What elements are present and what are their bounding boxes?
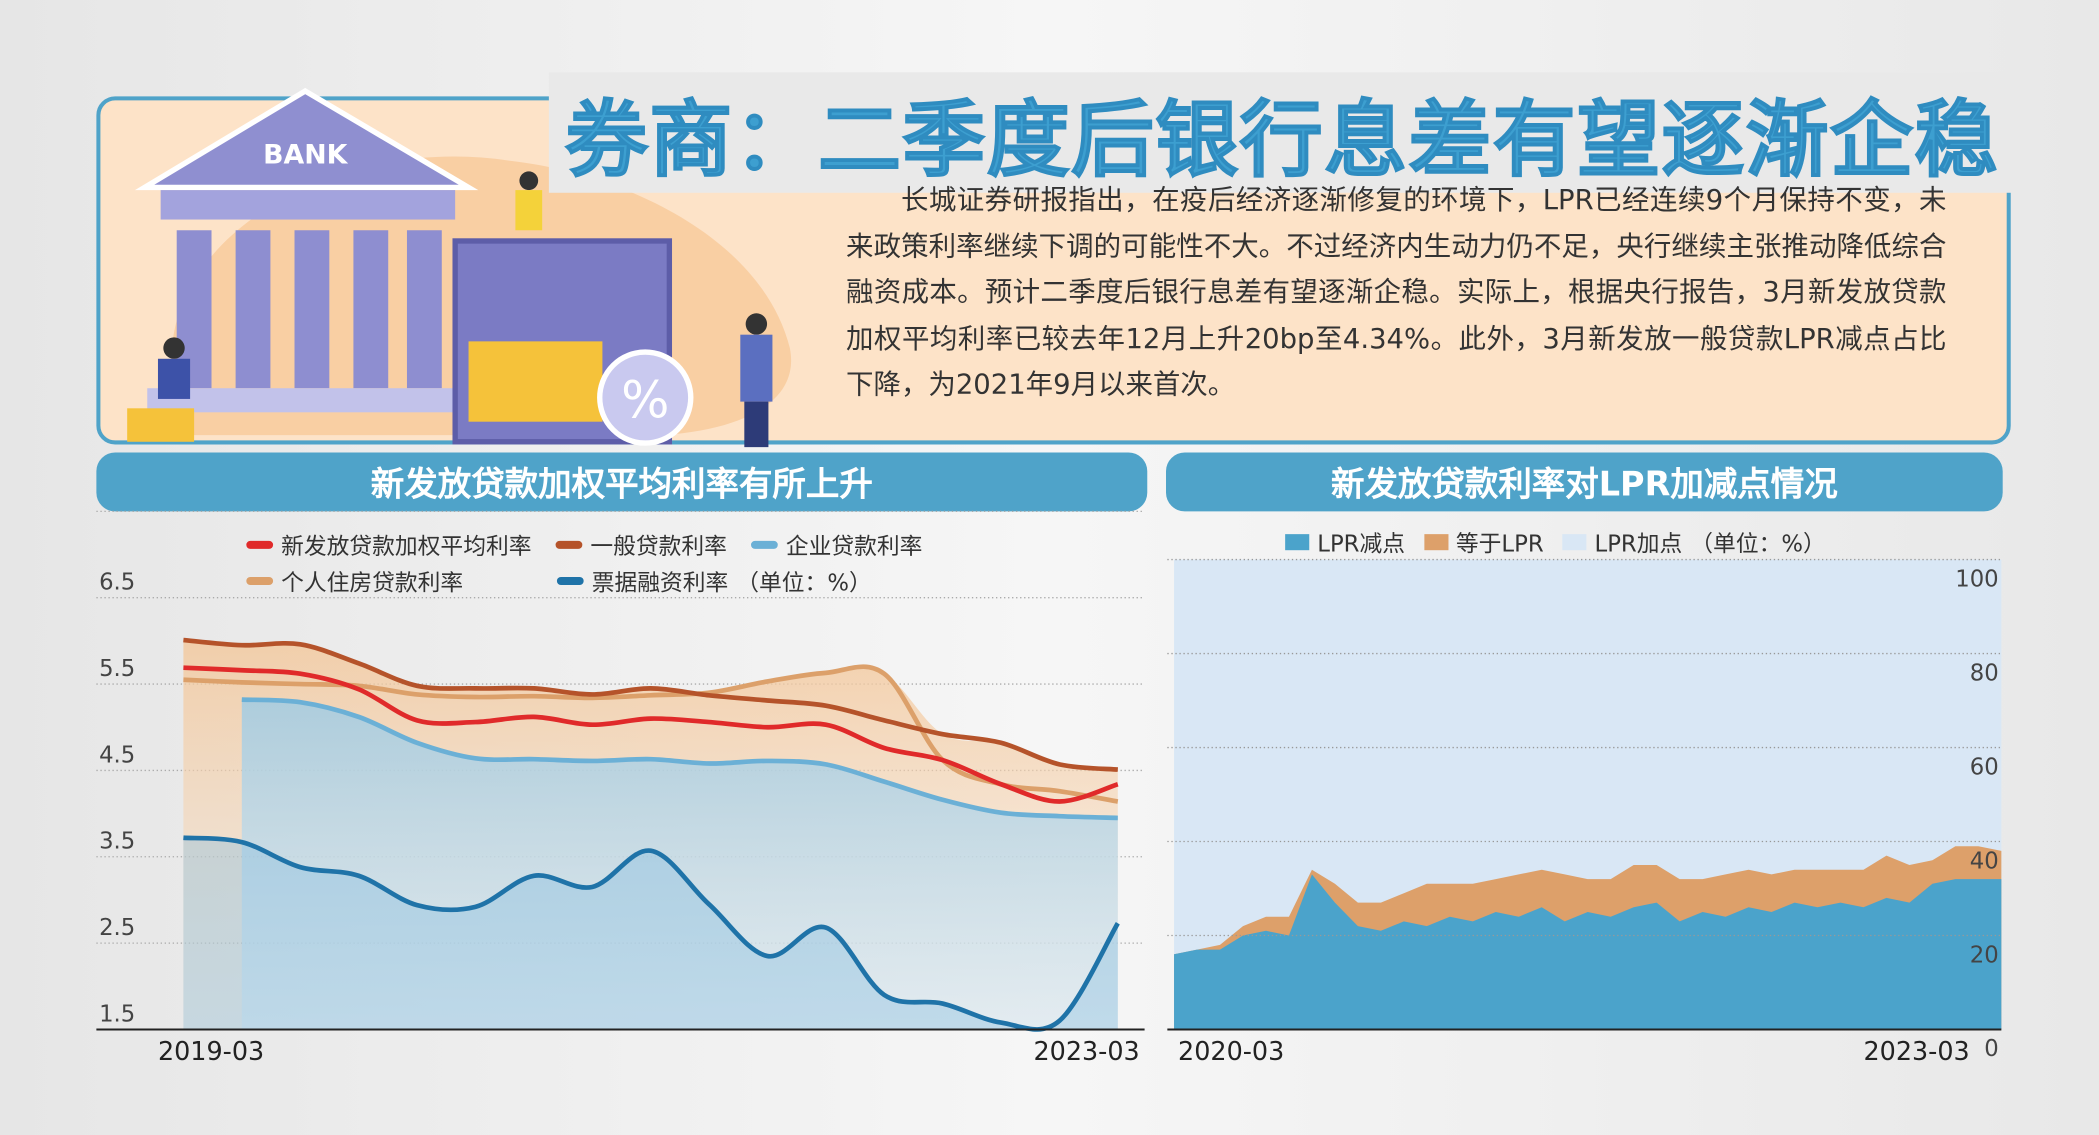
percent-symbol: % [621, 371, 669, 430]
legend-label: 等于LPR [1455, 531, 1544, 559]
legend-label: LPR加点 [1594, 531, 1683, 559]
series-line-2 [241, 697, 1118, 821]
y-tick-label: 0 [1984, 1036, 1998, 1062]
legend-swatch [246, 576, 274, 585]
x-tick-label: 2023-03 [1033, 1036, 1139, 1066]
unit-note: （单位：%） [1690, 531, 1826, 559]
y-tick-label: 5.5 [99, 656, 135, 682]
legend-item: LPR减点 [1285, 525, 1405, 558]
legend-label: 票据融资利率 [591, 570, 729, 598]
left-legend: 新发放贷款加权平均利率 一般贷款利率 企业贷款利率 个人住房贷款利率 票据融资利… [246, 527, 1049, 597]
legend-item: 票据融资利率 （单位：%） [556, 564, 872, 598]
y-tick-label: 20 [1970, 942, 1999, 968]
y-tick-label: 100 [1955, 566, 1998, 592]
y-tick-label: 3.5 [99, 829, 135, 855]
legend-swatch [751, 540, 778, 549]
legend-label: 新发放贷款加权平均利率 [281, 534, 532, 561]
legend-swatch [1423, 533, 1448, 550]
x-tick-label: 2019-03 [158, 1036, 264, 1066]
page-title: 券商：二季度后银行息差有望逐渐企稳 [548, 72, 2015, 193]
legend-swatch [556, 576, 584, 585]
legend-swatch [1285, 533, 1310, 550]
series-line-4 [183, 835, 1120, 1032]
left-chart-title: 新发放贷款加权平均利率有所上升 [96, 452, 1148, 512]
series-line-1 [183, 637, 1119, 772]
right-legend: LPR减点 等于LPR LPR加点 （单位：%） [1285, 525, 1826, 558]
area-enterprise [241, 699, 1118, 1030]
right-chart-title: 新发放贷款利率对LPR加减点情况 [1166, 452, 2003, 512]
x-tick-label: 2023-03 [1863, 1036, 1969, 1066]
legend-item: 企业贷款利率 [751, 527, 923, 561]
unit-note: （单位：%） [736, 570, 872, 598]
legend-item: 个人住房贷款利率 [246, 564, 463, 597]
y-tick-label: 2.5 [99, 915, 135, 941]
legend-item: 一般贷款利率 [555, 527, 727, 561]
bank-sign: BANK [263, 139, 349, 170]
legend-swatch [1562, 533, 1587, 550]
y-tick-label: 60 [1970, 754, 1999, 780]
y-tick-label: 80 [1970, 660, 1999, 686]
legend-label: LPR减点 [1317, 531, 1406, 559]
y-tick-label: 1.5 [99, 1001, 135, 1027]
legend-label: 个人住房贷款利率 [281, 570, 464, 598]
legend-label: 一般贷款利率 [590, 534, 727, 561]
legend-item: 新发放贷款加权平均利率 [246, 527, 532, 561]
legend-item: 等于LPR [1423, 525, 1544, 559]
legend-swatch [246, 540, 274, 549]
y-tick-label: 6.5 [99, 570, 135, 596]
right-area-chart: 0 20 40 60 80 100 2020-03 2023-03 [1167, 558, 2002, 1066]
legend-label: 企业贷款利率 [785, 534, 923, 561]
x-tick-label: 2020-03 [1178, 1036, 1284, 1066]
y-tick-label: 4.5 [99, 742, 135, 768]
legend-swatch [555, 540, 583, 549]
area-lpr-minus [1174, 874, 2002, 1030]
bank-illustration: BANK % [127, 87, 792, 448]
y-tick-label: 40 [1970, 848, 1999, 874]
summary-paragraph: 长城证券研报指出，在疫后经济逐渐修复的环境下，LPR已经连续9个月保持不变，未来… [846, 183, 1947, 401]
legend-item: LPR加点 （单位：%） [1562, 525, 1826, 559]
series-line-0 [183, 665, 1119, 804]
area-bill [183, 837, 1118, 1030]
